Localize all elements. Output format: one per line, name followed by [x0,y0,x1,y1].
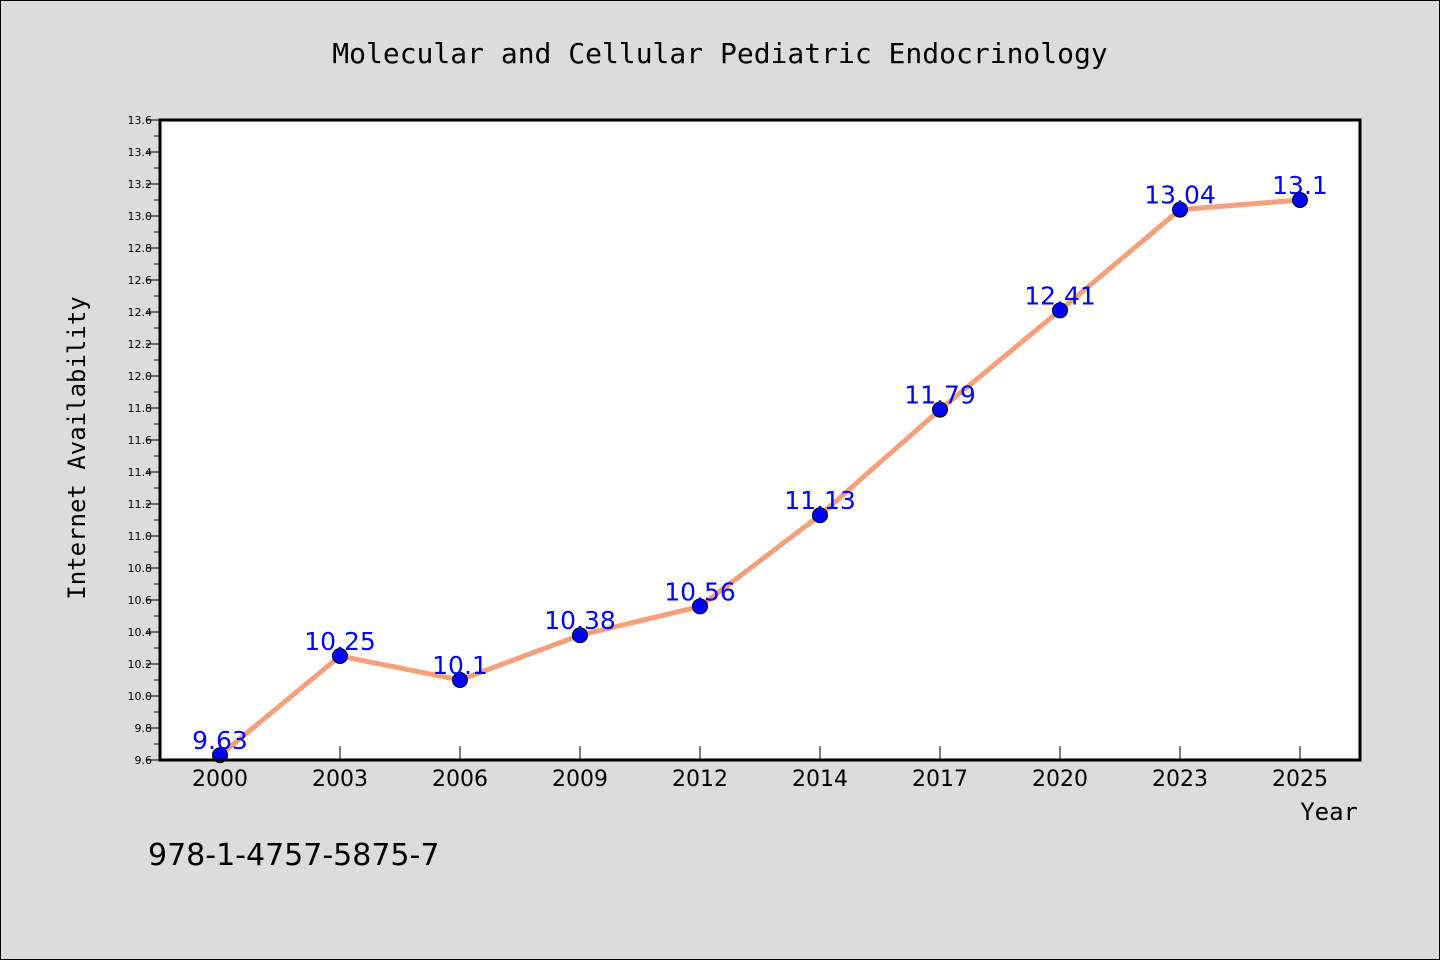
series-line [217,197,1303,758]
x-tick-label: 2014 [792,767,848,792]
data-point [692,598,708,615]
y-tick-label: 11.6 [128,434,153,447]
y-tick-label: 12.2 [128,338,153,351]
x-tick-label: 2023 [1152,767,1208,792]
data-point [332,648,348,664]
y-tick-label: 10.4 [128,626,153,639]
chart-title: Molecular and Cellular Pediatric Endocri… [332,37,1107,70]
x-tick-label: 2006 [432,767,488,792]
data-point [932,401,948,418]
data-label: 10.38 [544,606,616,635]
data-label: 10.1 [432,651,488,680]
y-tick-label: 11.8 [128,402,153,415]
y-tick-label: 9.6 [135,754,153,767]
data-label: 11.79 [904,381,976,410]
y-axis: 9.6 9.8 10.0 10.2 10.4 10.6 10.8 11.0 11.2 11.4 11… [128,114,160,767]
data-label: 13.1 [1272,171,1328,200]
y-tick-label: 12.6 [128,274,153,287]
isbn-footer: 978-1-4757-5875-7 [148,838,439,873]
y-tick-label: 10.2 [128,658,153,671]
data-label: 11.13 [784,486,856,515]
data-point [1292,192,1308,208]
y-tick-label: 11.4 [128,466,153,479]
y-tick-label: 12.4 [128,306,153,319]
y-tick-label: 12.8 [128,242,153,255]
y-tick-label: 11.0 [128,530,153,543]
plot-frame [158,118,1362,762]
data-label: 13.04 [1144,181,1216,210]
x-tick-label: 2009 [552,767,608,792]
series-line-group: 9.63 10.25 10.1 10.38 10.56 11.13 11.79 12.41 13… [192,171,1328,764]
x-axis: 2000 2003 2006 2009 2012 2014 2017 2020 2023 2025 [192,746,1328,792]
data-label: 9.63 [192,726,248,755]
y-tick-label: 13.0 [128,210,153,223]
x-tick-label: 2012 [672,767,728,792]
data-point [1052,302,1068,319]
data-label: 12.41 [1024,281,1096,310]
y-tick-label: 11.2 [128,498,153,511]
data-point [452,672,468,688]
y-tick-label: 13.6 [128,114,153,127]
x-tick-label: 2020 [1032,767,1088,792]
y-tick-label: 10.6 [128,594,153,607]
data-point [812,507,828,524]
y-axis-label: Internet Availability [63,296,91,599]
data-point [572,627,588,644]
data-point [1172,201,1188,218]
x-tick-label: 2003 [312,767,368,792]
y-tick-label: 9.8 [135,722,153,735]
y-tick-label: 10.0 [128,690,153,703]
data-label: 10.25 [304,627,376,656]
y-tick-label: 13.4 [128,146,153,159]
x-tick-label: 2017 [912,767,968,792]
x-axis-label: Year [1300,798,1358,826]
data-label: 10.56 [664,577,736,606]
y-tick-label: 10.8 [128,562,153,575]
y-tick-label: 13.2 [128,178,153,191]
y-tick-label: 12.0 [128,370,153,383]
x-tick-label: 2025 [1272,767,1328,792]
x-tick-label: 2000 [192,767,248,792]
